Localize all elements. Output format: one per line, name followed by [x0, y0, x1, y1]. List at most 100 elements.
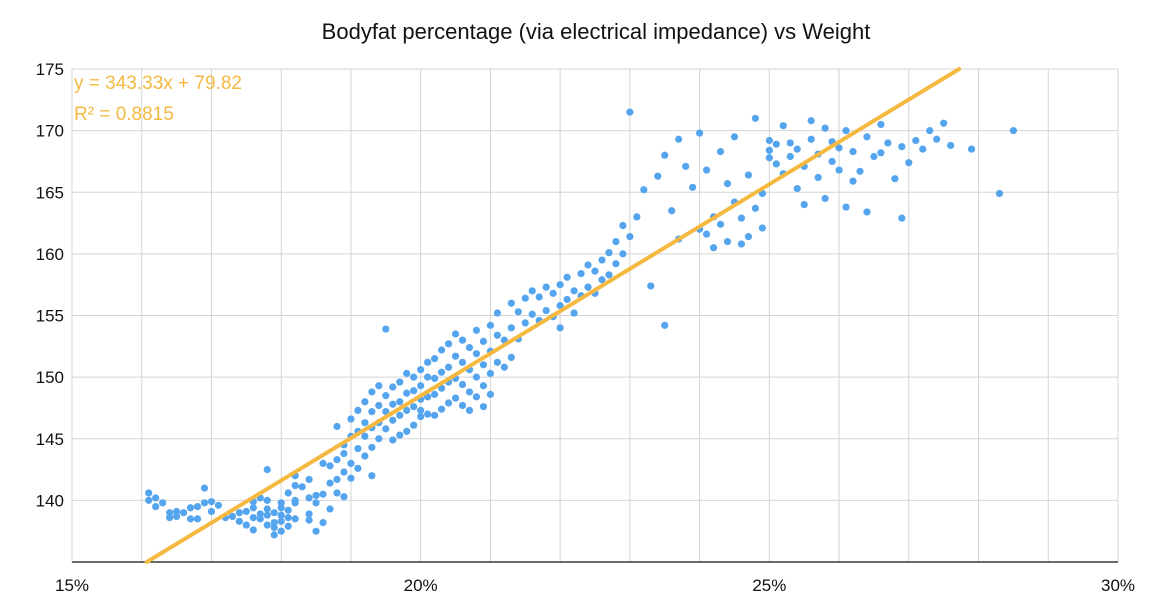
data-point	[242, 507, 250, 516]
data-point	[410, 387, 418, 395]
data-point	[368, 472, 376, 480]
data-point	[605, 271, 613, 279]
data-point	[751, 204, 759, 212]
data-point	[389, 436, 397, 444]
data-point	[444, 399, 453, 407]
data-point	[403, 427, 411, 435]
data-point	[933, 135, 941, 143]
data-point	[389, 416, 397, 424]
data-point	[940, 119, 948, 127]
data-point	[249, 526, 257, 534]
data-point	[758, 224, 766, 232]
data-point	[417, 382, 425, 390]
data-point	[577, 269, 585, 278]
grid-layer	[71, 68, 1119, 563]
data-point	[431, 374, 439, 382]
data-point	[821, 194, 829, 203]
data-point	[472, 373, 481, 381]
data-point	[410, 421, 418, 429]
data-point	[472, 350, 481, 358]
data-point	[689, 183, 697, 191]
data-point	[368, 408, 376, 416]
data-point	[347, 459, 355, 467]
data-point	[654, 172, 662, 180]
data-point	[431, 390, 439, 398]
data-point	[793, 184, 801, 193]
data-point	[751, 114, 759, 122]
data-point	[403, 406, 411, 415]
y-tick-label: 150	[36, 368, 64, 387]
data-point	[842, 127, 850, 135]
data-point	[340, 493, 348, 501]
data-point	[277, 499, 285, 507]
data-point	[500, 363, 508, 371]
trendline	[144, 67, 962, 564]
data-point	[730, 133, 739, 141]
data-point	[507, 299, 515, 307]
data-point	[800, 200, 808, 209]
data-point	[842, 203, 850, 211]
y-tick-label: 175	[36, 60, 64, 79]
data-point	[702, 230, 711, 238]
data-point	[563, 295, 571, 304]
data-point	[166, 509, 174, 517]
data-point	[479, 403, 488, 411]
x-tick-label: 30%	[1101, 576, 1135, 595]
data-point	[270, 518, 278, 527]
chart-title: Bodyfat percentage (via electrical imped…	[322, 19, 871, 44]
data-point	[891, 175, 899, 183]
data-point	[186, 504, 195, 512]
data-point	[807, 135, 815, 143]
data-point	[772, 160, 780, 168]
y-tick-label: 170	[36, 122, 64, 141]
data-point	[166, 514, 174, 522]
data-point	[682, 162, 690, 170]
data-point	[542, 306, 550, 315]
data-point	[828, 157, 836, 166]
data-point	[186, 515, 195, 523]
data-point	[312, 491, 320, 500]
y-tick-label: 165	[36, 183, 64, 202]
data-point	[431, 411, 439, 419]
r-squared-label: R² = 0.8815	[74, 104, 174, 125]
data-point	[744, 233, 753, 241]
trendline-layer	[144, 67, 962, 564]
data-point	[696, 129, 704, 137]
data-point	[249, 504, 257, 512]
data-point	[437, 405, 446, 413]
data-point	[291, 499, 299, 507]
data-point	[235, 509, 243, 517]
data-point	[967, 145, 976, 153]
data-point	[598, 256, 606, 264]
data-point	[947, 141, 955, 150]
data-point	[207, 507, 216, 516]
data-point	[528, 287, 536, 295]
data-point	[451, 394, 460, 402]
data-point	[458, 401, 467, 410]
data-point	[305, 510, 313, 518]
data-point	[584, 283, 592, 291]
data-point	[305, 494, 313, 502]
data-point	[382, 392, 390, 400]
data-point	[472, 326, 481, 334]
data-point	[263, 511, 271, 519]
data-point	[884, 139, 892, 147]
data-point	[535, 293, 543, 301]
data-point	[563, 273, 571, 281]
data-point	[856, 167, 864, 175]
data-point	[256, 515, 264, 523]
data-point	[479, 337, 488, 345]
data-point	[493, 309, 501, 317]
data-point	[779, 122, 787, 130]
data-point	[361, 452, 369, 460]
data-point	[263, 521, 271, 529]
data-point	[319, 490, 327, 498]
data-point	[737, 214, 746, 222]
data-point	[284, 489, 292, 497]
data-point	[173, 512, 181, 520]
data-point	[396, 398, 404, 406]
data-point	[737, 240, 746, 248]
data-point	[863, 208, 871, 216]
data-point	[207, 498, 216, 506]
data-point	[465, 388, 474, 396]
